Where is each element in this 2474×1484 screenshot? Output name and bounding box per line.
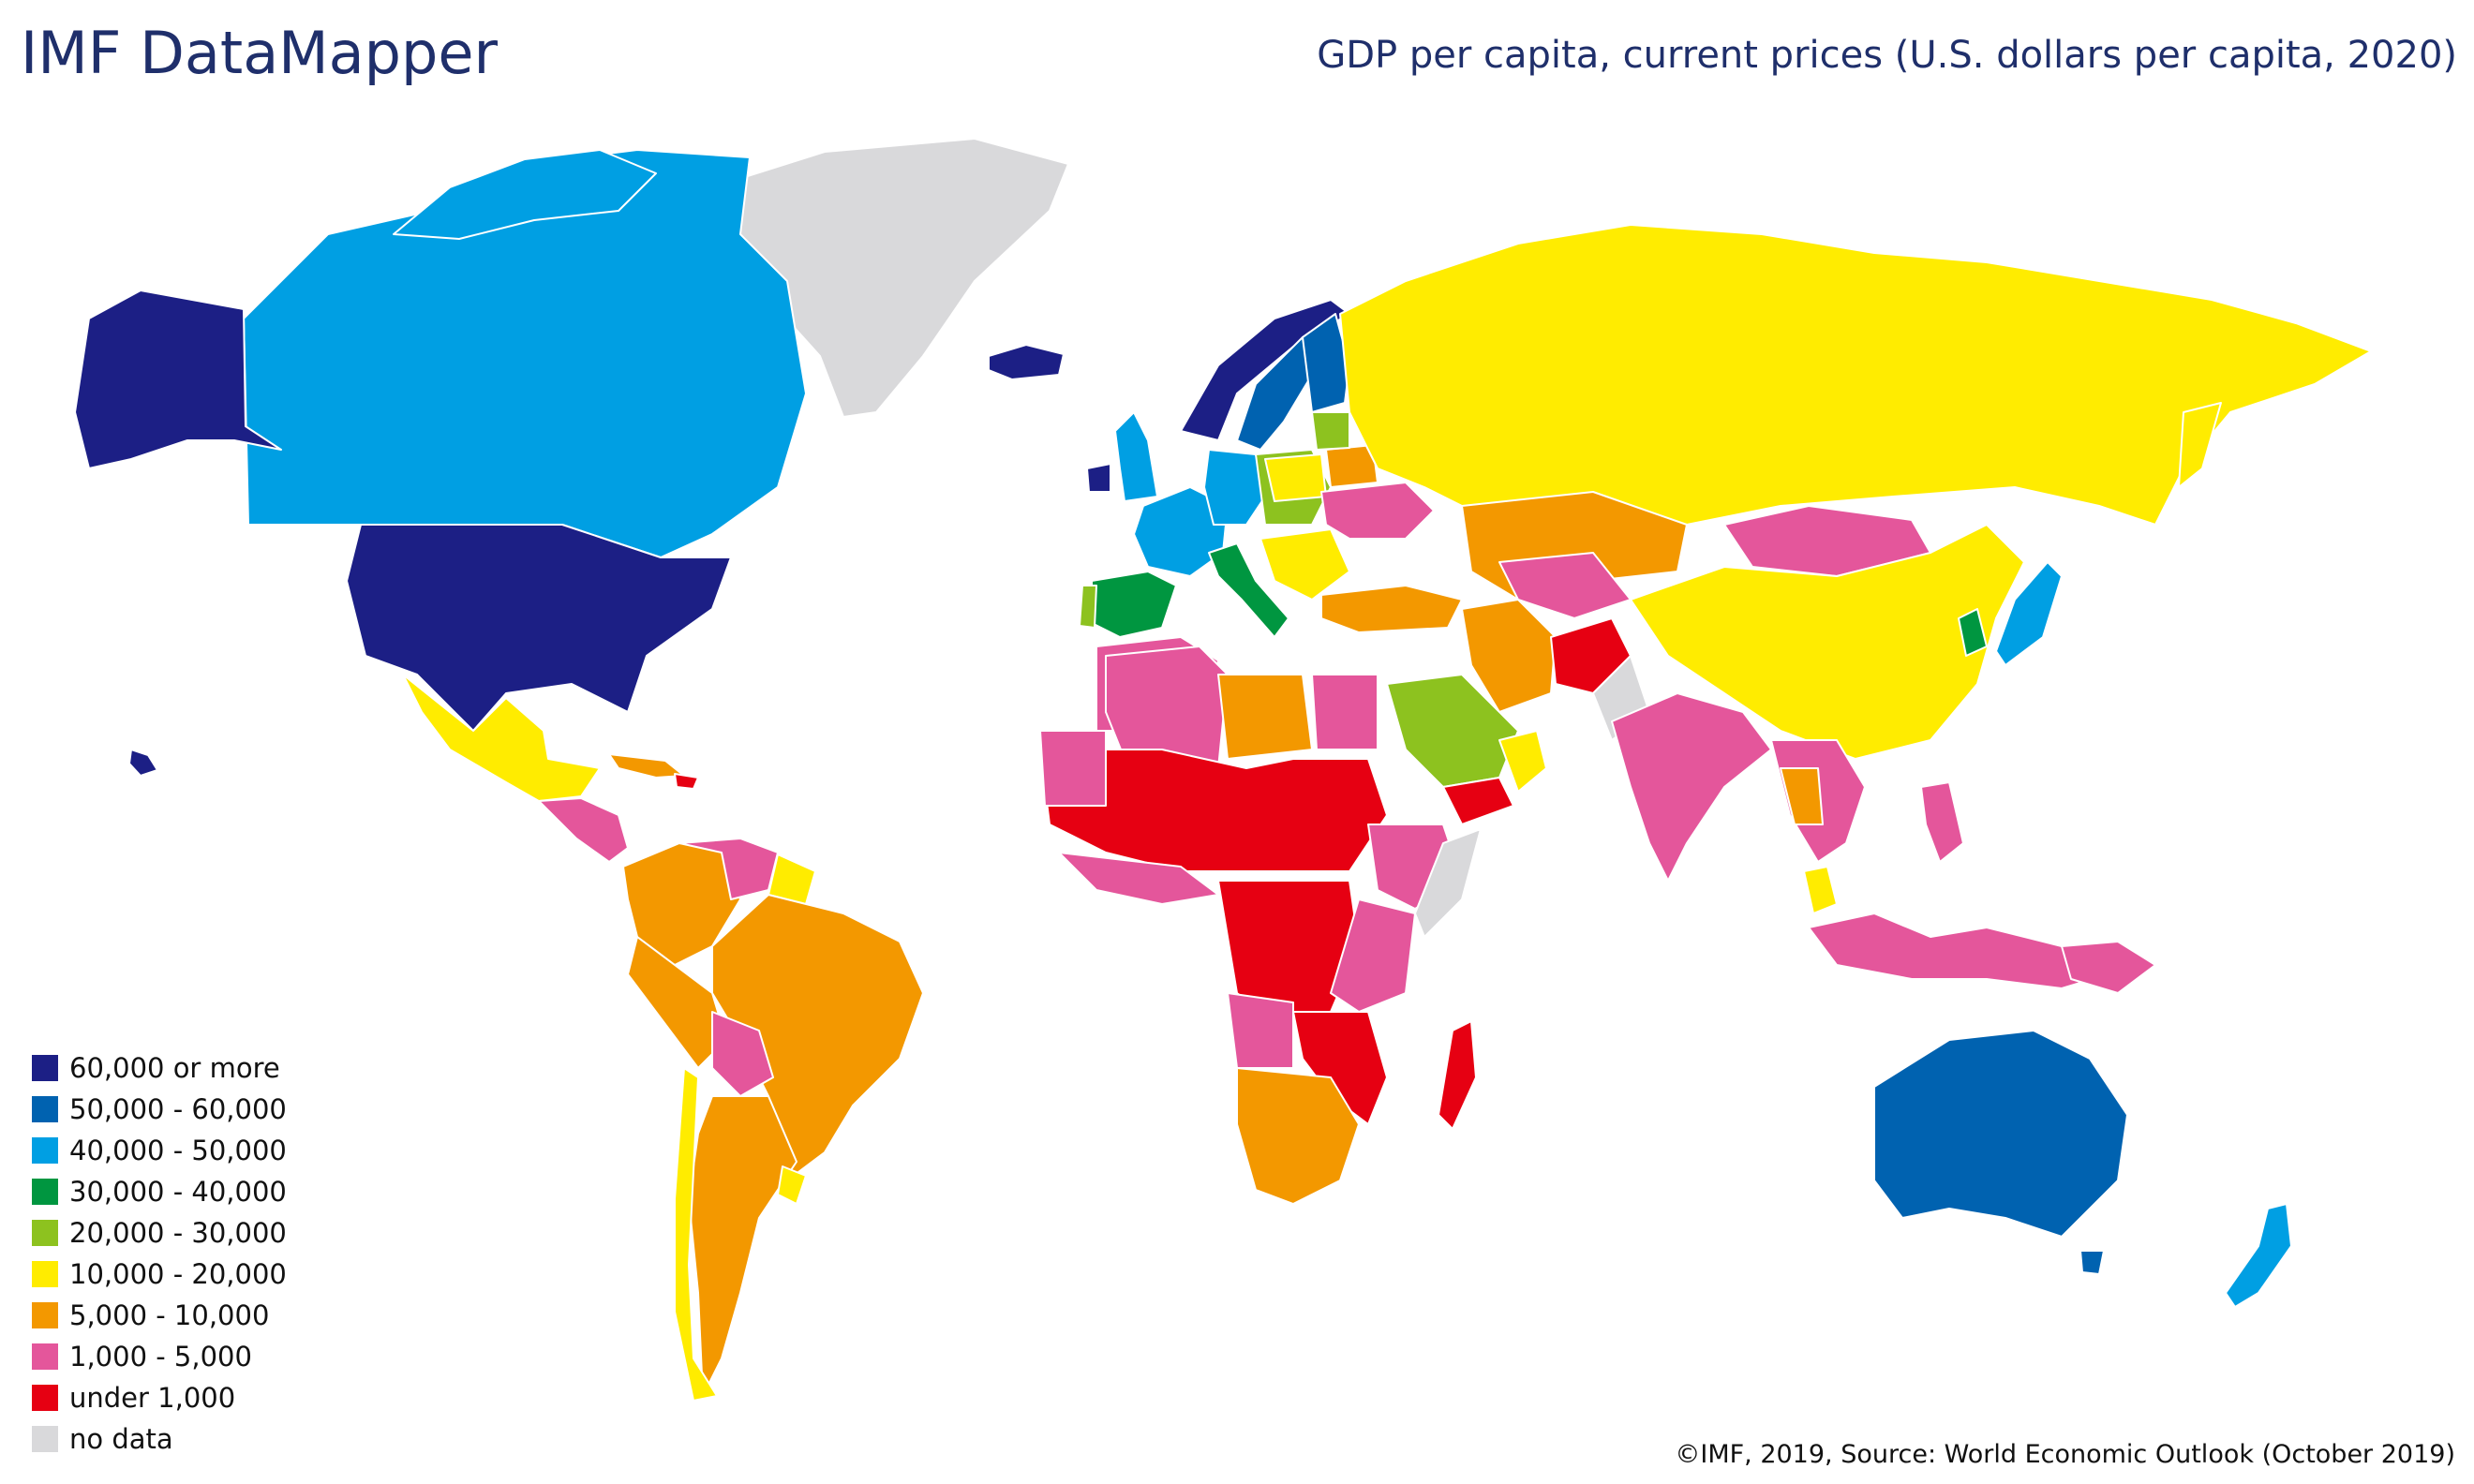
region-france[interactable] <box>1133 486 1229 577</box>
legend-swatch <box>32 1220 58 1246</box>
legend-label: 60,000 or more <box>69 1052 280 1084</box>
legend-label: 40,000 - 50,000 <box>69 1135 287 1166</box>
region-finland[interactable] <box>1302 313 1350 413</box>
legend-label: 1,000 - 5,000 <box>69 1341 252 1373</box>
legend-label: under 1,000 <box>69 1382 236 1414</box>
legend-swatch <box>32 1137 58 1164</box>
region-iberia[interactable] <box>1091 571 1177 638</box>
region-turkey[interactable] <box>1320 585 1463 633</box>
region-italy[interactable] <box>1208 542 1289 638</box>
region-ireland[interactable] <box>1086 463 1111 493</box>
source-footer: ©IMF, 2019, Source: World Economic Outlo… <box>1675 1440 2455 1469</box>
region-kamchatka[interactable] <box>2178 402 2222 488</box>
legend-swatch <box>32 1426 58 1452</box>
region-ukraine[interactable] <box>1320 482 1435 540</box>
region-poland[interactable] <box>1264 453 1327 502</box>
region-iceland[interactable] <box>988 344 1065 380</box>
region-portugal[interactable] <box>1079 585 1097 629</box>
region-southern-africa[interactable] <box>1236 1067 1360 1205</box>
region-libya[interactable] <box>1217 674 1313 760</box>
region-thailand[interactable] <box>1780 767 1824 825</box>
legend-label: no data <box>69 1423 173 1455</box>
legend-swatch <box>32 1385 58 1411</box>
region-oman[interactable] <box>1498 730 1547 793</box>
region-canada-islands[interactable] <box>393 149 657 240</box>
map-title: GDP per capita, current prices (U.S. dol… <box>1317 34 2457 77</box>
legend-swatch <box>32 1055 58 1081</box>
region-caribbean-2[interactable] <box>674 773 699 790</box>
legend-swatch <box>32 1179 58 1205</box>
region-caribbean[interactable] <box>608 753 685 779</box>
region-australia[interactable] <box>1873 1030 2128 1238</box>
legend-swatch <box>32 1302 58 1328</box>
region-venezuela[interactable] <box>678 838 779 900</box>
region-alaska[interactable] <box>74 289 282 469</box>
region-somalia[interactable] <box>1414 828 1482 938</box>
region-central-america[interactable] <box>538 797 629 863</box>
legend-label: 20,000 - 30,000 <box>69 1217 287 1249</box>
legend-label: 5,000 - 10,000 <box>69 1299 270 1331</box>
region-mexico[interactable] <box>402 674 601 802</box>
region-yemen[interactable] <box>1442 777 1514 825</box>
region-central-asia[interactable] <box>1498 552 1632 619</box>
region-baltics[interactable] <box>1311 411 1350 451</box>
region-east-africa[interactable] <box>1330 898 1416 1013</box>
region-mauritania[interactable] <box>1039 730 1107 807</box>
legend-label: 30,000 - 40,000 <box>69 1176 287 1208</box>
region-russia[interactable] <box>1339 224 2372 526</box>
legend-item: 5,000 - 10,000 <box>32 1295 287 1336</box>
legend-label: 50,000 - 60,000 <box>69 1093 287 1125</box>
legend-swatch <box>32 1343 58 1370</box>
legend-item: under 1,000 <box>32 1377 287 1418</box>
legend-item: 50,000 - 60,000 <box>32 1089 287 1130</box>
legend-item: 30,000 - 40,000 <box>32 1171 287 1212</box>
region-malaysia[interactable] <box>1803 866 1838 914</box>
region-japan[interactable] <box>1995 561 2063 666</box>
legend-item: 20,000 - 30,000 <box>32 1212 287 1254</box>
legend-item: 40,000 - 50,000 <box>32 1130 287 1171</box>
region-sahel[interactable] <box>1039 749 1388 872</box>
region-india[interactable] <box>1611 692 1772 882</box>
region-madagascar[interactable] <box>1438 1020 1477 1130</box>
legend-item: 1,000 - 5,000 <box>32 1336 287 1377</box>
region-belarus[interactable] <box>1325 444 1379 488</box>
region-united-states[interactable] <box>346 524 732 732</box>
app-title: IMF DataMapper <box>21 19 499 87</box>
region-balkans[interactable] <box>1259 528 1350 601</box>
region-argentina[interactable] <box>688 1095 797 1397</box>
region-egypt[interactable] <box>1311 674 1379 750</box>
region-west-africa[interactable] <box>1058 852 1219 905</box>
region-new-zealand[interactable] <box>2225 1203 2292 1308</box>
region-zambia-mozambique[interactable] <box>1292 1011 1388 1125</box>
region-hawaii[interactable] <box>128 749 158 777</box>
legend-item: 10,000 - 20,000 <box>32 1254 287 1295</box>
region-papua[interactable] <box>2061 941 2156 994</box>
legend-swatch <box>32 1261 58 1287</box>
legend-item: no data <box>32 1418 287 1460</box>
legend-swatch <box>32 1096 58 1122</box>
legend-item: 60,000 or more <box>32 1047 287 1089</box>
legend: 60,000 or more 50,000 - 60,000 40,000 - … <box>32 1047 287 1460</box>
region-tasmania[interactable] <box>2079 1250 2105 1275</box>
region-angola[interactable] <box>1227 992 1294 1069</box>
region-united-kingdom[interactable] <box>1114 411 1158 502</box>
legend-label: 10,000 - 20,000 <box>69 1258 287 1290</box>
region-korea[interactable] <box>1958 608 1988 657</box>
region-uruguay[interactable] <box>777 1165 807 1205</box>
region-chile[interactable] <box>674 1067 718 1402</box>
region-china[interactable] <box>1630 524 2025 760</box>
region-philippines[interactable] <box>1920 781 1964 863</box>
region-bolivia[interactable] <box>711 1011 774 1097</box>
